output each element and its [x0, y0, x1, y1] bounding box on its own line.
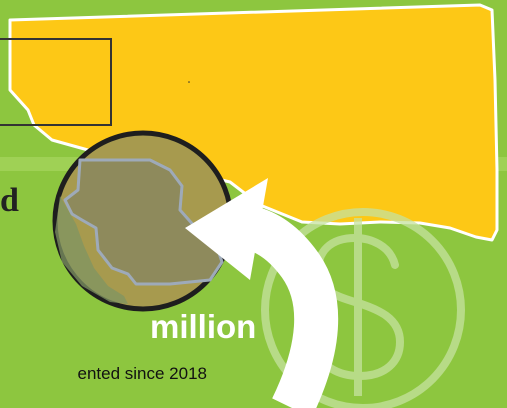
headline-cut-off-word: d: [0, 184, 32, 218]
headline-amount: million: [150, 310, 256, 343]
headline-subtext: ented since 2018: [0, 365, 207, 382]
map-dot: [188, 81, 190, 83]
callout-box: [0, 38, 112, 126]
